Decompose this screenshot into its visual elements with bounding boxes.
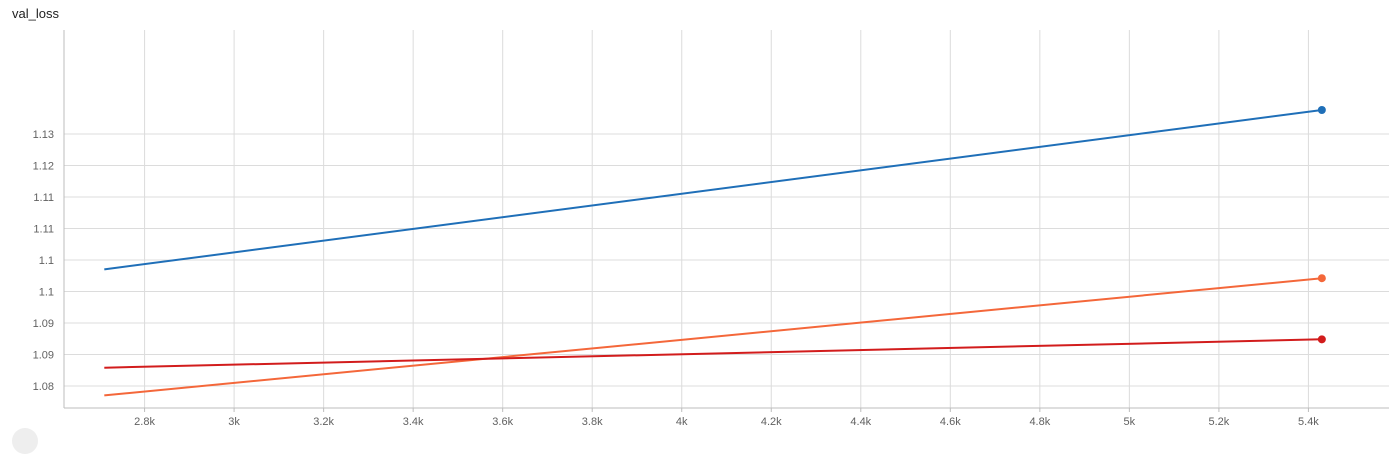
- x-tick-label: 4.8k: [1029, 416, 1050, 428]
- series-line-1[interactable]: [104, 277, 1322, 397]
- y-tick-label: 1.08: [33, 381, 54, 393]
- x-tick-label: 4k: [676, 416, 688, 428]
- axes: [63, 30, 1389, 412]
- x-tick-label: 3.6k: [492, 416, 513, 428]
- grid: [64, 30, 1389, 408]
- series-end-point-1[interactable]: [1317, 274, 1326, 283]
- x-tick-label: 3.2k: [313, 416, 334, 428]
- chart-title: val_loss: [12, 6, 59, 21]
- y-tick-label: 1.09: [33, 349, 54, 361]
- x-tick-label: 4.6k: [940, 416, 961, 428]
- line-chart: 2.8k 3k 3.2k 3.4k 3.6k 3.8k 4k 4.2k 4.4k 4.6k 4.8k…: [33, 30, 1389, 428]
- x-tick-label: 3k: [228, 416, 240, 428]
- x-tick-label: 4.2k: [761, 416, 782, 428]
- y-tick-label: 1.1: [39, 255, 54, 267]
- y-tick-label: 1.1: [39, 286, 54, 298]
- series-line-0[interactable]: [104, 109, 1323, 271]
- y-tick-label: 1.11: [33, 192, 54, 204]
- x-tick-label: 4.4k: [850, 416, 871, 428]
- series-layer: [104, 106, 1326, 397]
- x-tick-label: 5.2k: [1209, 416, 1230, 428]
- x-tick-label: 5k: [1124, 416, 1136, 428]
- y-tick-label: 1.09: [33, 318, 54, 330]
- x-tick-label: 3.4k: [403, 416, 424, 428]
- y-tick-label: 1.12: [33, 160, 54, 172]
- toolbar-button[interactable]: [12, 428, 38, 454]
- series-line-2[interactable]: [104, 338, 1322, 369]
- x-tick-label: 2.8k: [134, 416, 155, 428]
- y-tick-label: 1.11: [33, 223, 54, 235]
- series-end-point-0[interactable]: [1317, 106, 1326, 115]
- tick-labels: 2.8k 3k 3.2k 3.4k 3.6k 3.8k 4k 4.2k 4.4k 4.6k 4.8k…: [33, 129, 1320, 428]
- y-tick-label: 1.13: [33, 129, 54, 141]
- x-tick-label: 5.4k: [1298, 416, 1319, 428]
- series-end-point-2[interactable]: [1317, 335, 1326, 344]
- x-tick-label: 3.8k: [582, 416, 603, 428]
